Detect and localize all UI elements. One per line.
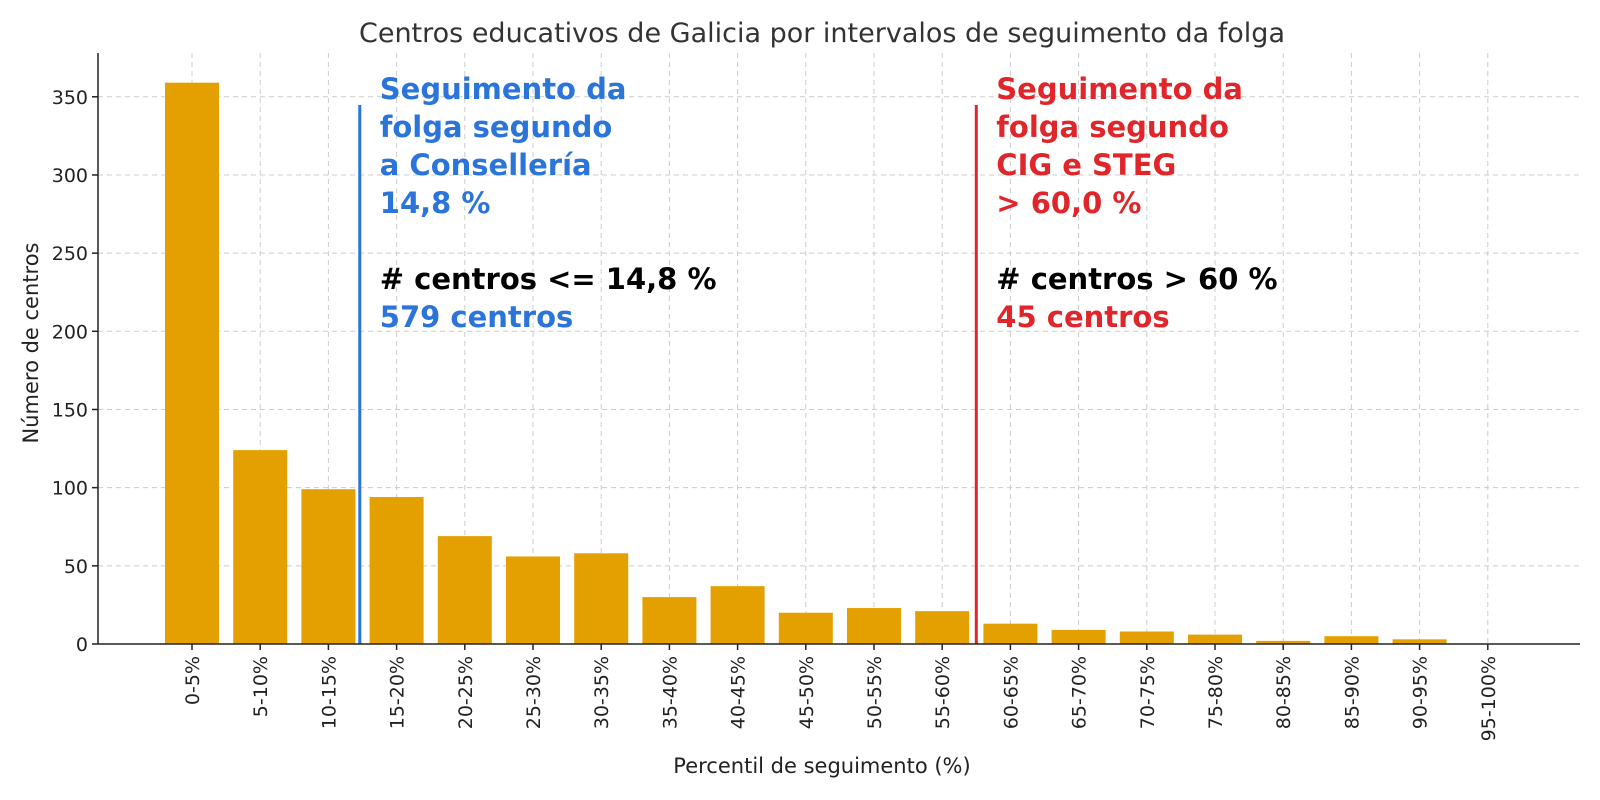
x-axis-label: Percentil de seguimento (%) <box>673 754 970 778</box>
x-tick-label: 45-50% <box>796 656 818 729</box>
bar <box>506 556 560 644</box>
x-tick-label: 25-30% <box>523 656 545 729</box>
x-tick-label: 10-15% <box>318 656 340 729</box>
bar <box>437 536 492 644</box>
bar <box>1324 636 1379 644</box>
x-tick-label: 75-80% <box>1205 656 1227 729</box>
y-tick-label: 0 <box>76 634 88 656</box>
bar <box>1256 640 1311 644</box>
bars <box>165 82 1447 644</box>
x-tick-label: 0-5% <box>182 656 204 705</box>
bar <box>1188 634 1242 644</box>
annotation-line: # centros <= 14,8 % <box>380 262 717 296</box>
bar <box>710 586 765 644</box>
bar <box>301 489 356 644</box>
x-tick-label: 40-45% <box>728 656 750 729</box>
bar <box>983 623 1038 644</box>
bar <box>915 611 970 644</box>
annotation-line: 14,8 % <box>380 186 491 220</box>
chart-title: Centros educativos de Galicia por interv… <box>359 18 1285 49</box>
y-tick-label: 200 <box>52 321 88 343</box>
y-tick-label: 250 <box>52 243 88 265</box>
y-tick-label: 150 <box>52 399 88 421</box>
x-tick-label: 70-75% <box>1137 656 1159 729</box>
annotation-line: CIG e STEG <box>996 148 1176 182</box>
y-tick-label: 50 <box>64 556 88 578</box>
bar <box>642 597 697 644</box>
annotation-line: # centros > 60 % <box>996 262 1277 296</box>
y-tick-label: 100 <box>52 478 88 500</box>
bar <box>1392 639 1447 644</box>
annotation-line: > 60,0 % <box>996 186 1141 220</box>
y-tick-label: 300 <box>52 165 88 187</box>
y-axis-label: Número de centros <box>19 243 43 444</box>
x-tick-label: 30-35% <box>591 656 613 729</box>
axes <box>97 53 1580 645</box>
annotations: Seguimento da folga segundo a Consellería 1… <box>380 72 1278 334</box>
x-tick-label: 80-85% <box>1273 656 1295 729</box>
x-tick-label: 90-95% <box>1410 656 1432 729</box>
x-tick-label: 85-90% <box>1341 656 1363 729</box>
reference-lines <box>358 105 978 644</box>
annotation-line: folga segundo <box>996 110 1229 144</box>
bar <box>233 450 288 644</box>
annotation-line: 579 centros <box>380 300 573 334</box>
x-tick-label: 15-20% <box>387 656 409 729</box>
x-tick-label: 95-100% <box>1478 656 1500 741</box>
bar <box>847 608 901 644</box>
annotation-line: Seguimento da <box>996 72 1243 106</box>
annotation-line: Seguimento da <box>380 72 627 106</box>
x-tick-label: 5-10% <box>250 656 272 717</box>
x-tick-label: 65-70% <box>1069 656 1091 729</box>
x-tick-label: 35-40% <box>659 656 681 729</box>
annotation-line: 45 centros <box>996 300 1169 334</box>
bar <box>778 612 833 644</box>
bar <box>1119 631 1174 644</box>
x-tick-label: 55-60% <box>932 656 954 729</box>
tick-labels: 0 50 100 150 200 250 300 350 0-5% 5-10% 10-15% 15-2… <box>52 87 1500 742</box>
y-tick-label: 350 <box>52 87 88 109</box>
bar <box>165 82 219 644</box>
annotation-line: a Consellería <box>380 148 592 182</box>
annotation-line: folga segundo <box>380 110 613 144</box>
x-tick-label: 20-25% <box>455 656 477 729</box>
bar <box>369 497 424 644</box>
bar <box>574 553 629 644</box>
x-tick-label: 50-55% <box>864 656 886 729</box>
x-tick-label: 60-65% <box>1000 656 1022 729</box>
bar <box>1051 629 1106 644</box>
